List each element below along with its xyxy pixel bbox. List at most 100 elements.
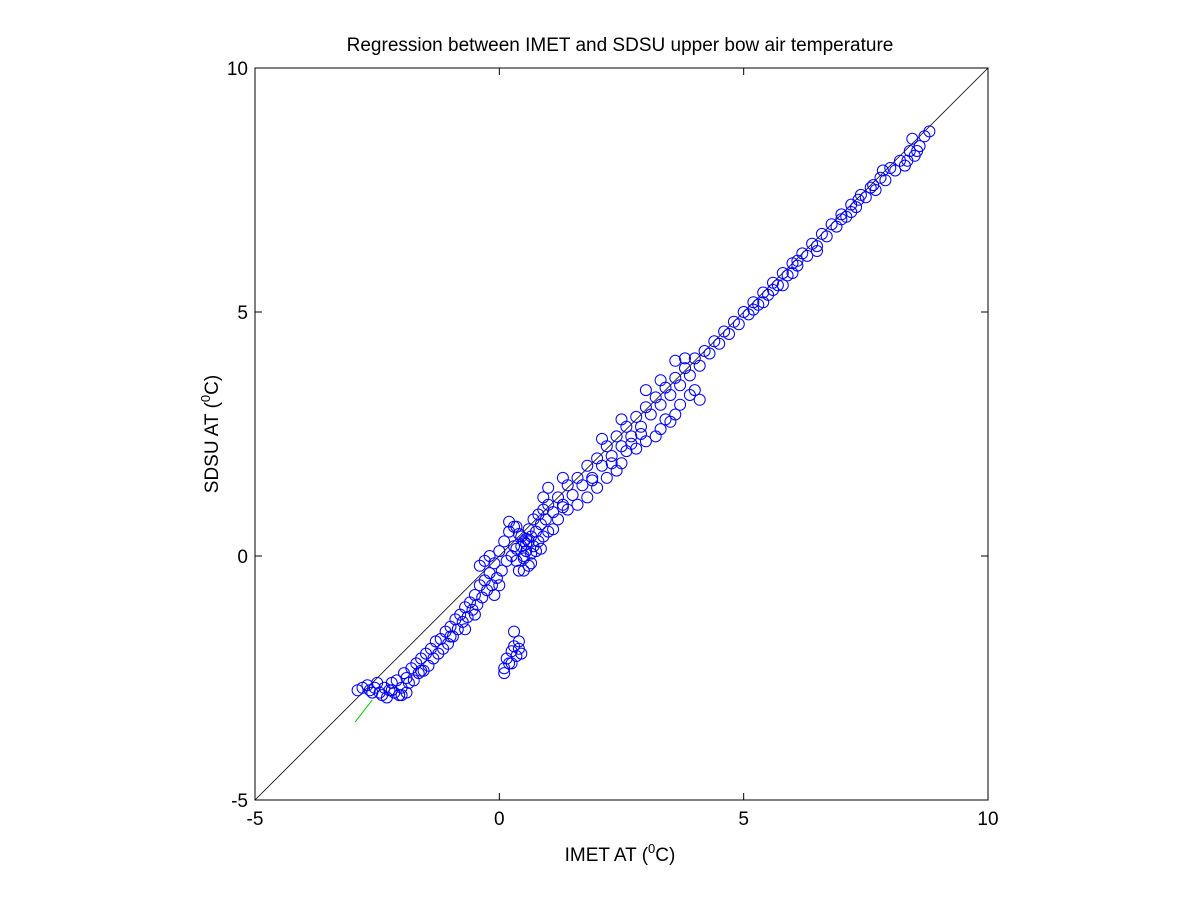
data-point [508,625,520,638]
y-axis-label-prefix: SDSU AT ( [202,401,223,493]
data-point [586,471,599,484]
data-point [478,554,491,567]
data-point [532,535,545,548]
data-point [537,530,550,543]
data-point [683,389,696,401]
data-point [437,642,450,655]
data-point [493,545,506,558]
data-point [674,398,687,411]
data-point [444,630,457,643]
data-point [635,428,647,440]
data-point [674,379,687,392]
data-point [703,347,716,360]
x-axis-label-sup: 0 [648,841,655,856]
data-point [515,530,528,543]
data-point [635,420,647,433]
data-point [850,201,863,214]
data-point [505,657,518,670]
data-point [923,125,936,138]
data-point [688,384,701,397]
data-point [906,132,919,145]
data-point [654,423,667,436]
data-point [517,564,530,577]
data-point [566,489,579,501]
data-point [395,689,408,702]
data-point [757,296,770,309]
data-point [747,303,760,316]
data-point [537,491,550,504]
data-point [659,413,672,426]
data-point [664,389,677,401]
data-point [473,559,486,572]
data-point [449,613,462,626]
data-point [610,430,623,443]
axes-frame [254,67,989,801]
data-points [351,125,936,723]
data-point [552,513,564,526]
fit-line [354,699,373,723]
data-point [522,559,535,572]
data-point [876,164,889,177]
data-point [835,213,848,226]
data-point [894,154,906,167]
data-point [669,408,682,421]
data-point [456,615,469,628]
data-point [468,589,481,601]
data-point [498,535,511,548]
data-point [654,374,667,387]
y-tick-label: -5 [231,791,248,812]
data-point [889,164,902,177]
y-tick-label: 5 [237,303,248,324]
data-point [556,471,569,484]
data-point [385,684,398,697]
data-point [605,450,618,462]
y-axis-label-suffix: C) [202,375,223,395]
data-point [911,145,924,157]
data-point [415,652,428,665]
data-point [596,432,608,445]
data-point [820,230,833,243]
x-tick-label: 5 [738,809,749,830]
data-point [464,596,476,609]
data-point [859,191,872,204]
data-point [879,174,892,187]
data-point [742,308,755,321]
data-point [576,479,589,492]
data-point [522,523,535,536]
data-point [600,471,613,484]
data-point [615,413,628,426]
data-point [586,474,599,487]
data-point [427,652,440,665]
data-point [615,440,628,453]
data-point [776,279,789,292]
y-tick-label: 0 [237,547,248,568]
data-point [400,672,413,684]
data-point [534,518,547,531]
x-axis-label-prefix: IMET AT ( [565,845,649,866]
data-point [512,635,525,648]
data-point [515,647,528,660]
data-point [488,589,501,601]
data-point [508,540,520,553]
data-point [791,254,804,267]
data-point [669,354,682,367]
data-point [654,398,667,411]
data-point [537,503,550,516]
x-tick-label: 0 [494,809,505,830]
data-point [581,459,594,472]
data-point [500,554,513,567]
data-point [547,523,560,536]
x-tick-label: -5 [247,809,264,830]
data-point [901,154,914,167]
data-point [771,279,784,292]
data-point [767,284,779,296]
y-axis-label: SDSU AT (0C) [198,375,223,493]
data-point [512,564,525,577]
data-point [693,393,706,406]
data-point [542,481,555,494]
y-axis-label-sup: 0 [198,395,213,402]
data-point [867,179,880,192]
data-point [596,459,608,472]
data-point [801,249,814,262]
data-point [415,664,428,677]
